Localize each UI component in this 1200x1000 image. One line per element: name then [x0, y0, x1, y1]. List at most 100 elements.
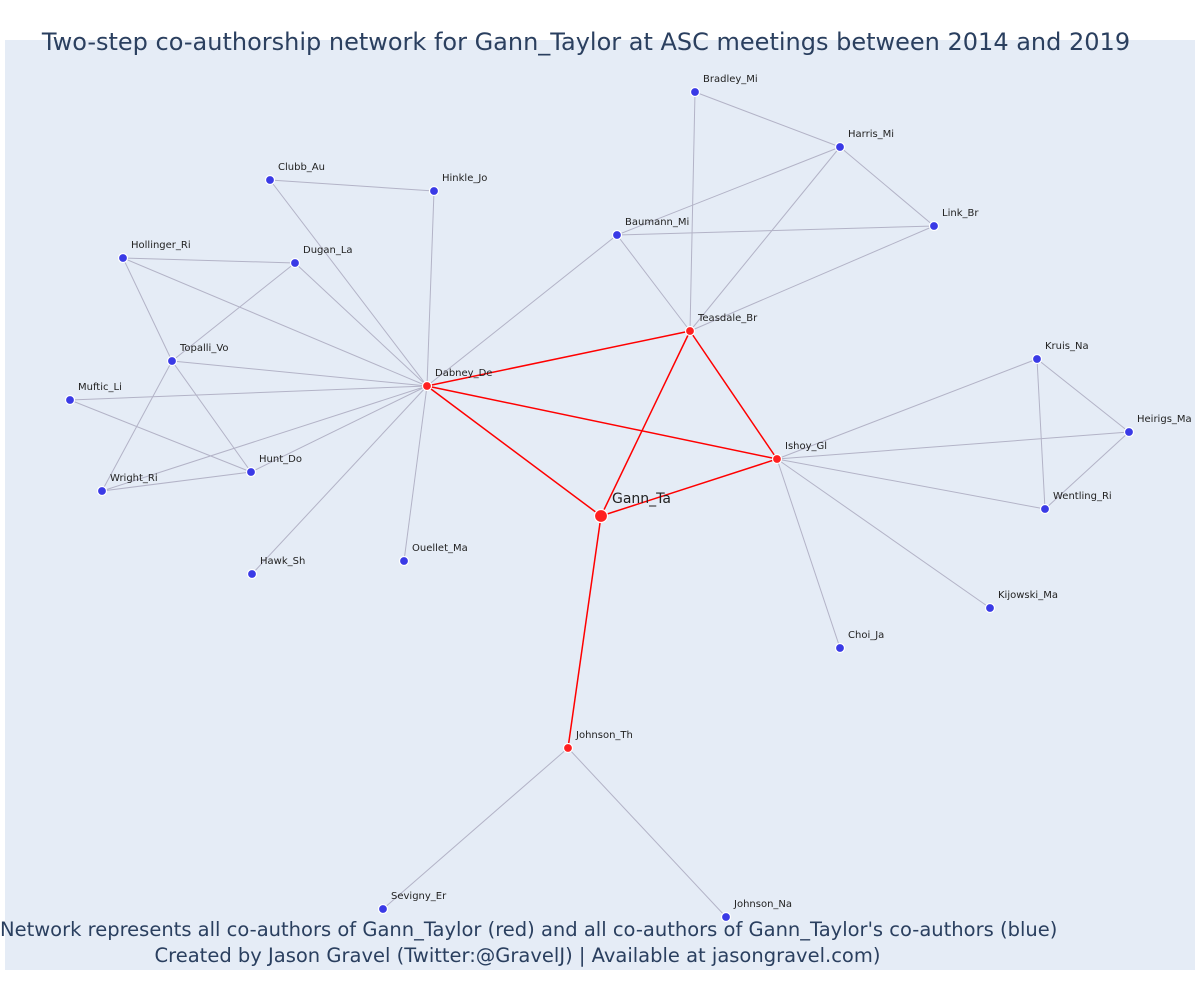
edge-Johnson_Th-Johnson_Na [567, 747, 727, 918]
edge-Hollinger_Ri-Topalli_Vo [122, 257, 173, 362]
node-Wright_Ri[interactable] [96, 485, 108, 497]
edge-Link_Br-Teasdale_Br [689, 225, 935, 332]
edge-Baumann_Mi-Link_Br [616, 225, 935, 236]
edge-Dabney_De-Ishoy_Gl [426, 385, 778, 460]
node-label-Dugan_La: Dugan_La [303, 245, 353, 256]
node-Choi_Ja[interactable] [834, 642, 846, 654]
edge-Baumann_Mi-Teasdale_Br [616, 234, 691, 332]
edge-Kruis_Na-Ishoy_Gl [776, 358, 1038, 460]
node-label-Wentling_Ri: Wentling_Ri [1053, 491, 1112, 502]
node-label-Link_Br: Link_Br [942, 208, 979, 219]
edge-Hollinger_Ri-Dabney_De [122, 257, 428, 387]
node-label-Ishoy_Gl: Ishoy_Gl [785, 441, 827, 452]
node-Ouellet_Ma[interactable] [398, 555, 410, 567]
node-Johnson_Th[interactable] [562, 742, 574, 754]
edge-Heirigs_Ma-Wentling_Ri [1044, 431, 1130, 510]
node-label-Clubb_Au: Clubb_Au [278, 162, 325, 173]
node-label-Dabney_De: Dabney_De [435, 368, 492, 379]
node-label-Gann_Ta: Gann_Ta [612, 491, 671, 507]
node-label-Hinkle_Jo: Hinkle_Jo [442, 173, 487, 184]
node-Muftic_Li[interactable] [64, 394, 76, 406]
node-Dabney_De[interactable] [421, 380, 433, 392]
edge-Wentling_Ri-Ishoy_Gl [776, 458, 1046, 510]
edge-Harris_Mi-Link_Br [839, 146, 935, 227]
node-Kruis_Na[interactable] [1031, 353, 1043, 365]
edge-Dabney_De-Teasdale_Br [426, 330, 691, 387]
edge-Choi_Ja-Ishoy_Gl [776, 458, 841, 649]
caption-description: Network represents all co-authors of Gan… [0, 918, 1058, 941]
node-Kijowski_Ma[interactable] [984, 602, 996, 614]
node-Teasdale_Br[interactable] [684, 325, 696, 337]
edge-Hawk_Sh-Dabney_De [251, 385, 428, 575]
edge-Muftic_Li-Dabney_De [69, 385, 428, 401]
edge-Bradley_Mi-Harris_Mi [694, 91, 841, 148]
edge-Kijowski_Ma-Ishoy_Gl [776, 458, 991, 609]
node-Hinkle_Jo[interactable] [428, 185, 440, 197]
plot-area [5, 40, 1195, 970]
node-label-Sevigny_Er: Sevigny_Er [391, 891, 447, 902]
node-Harris_Mi[interactable] [834, 141, 846, 153]
edge-Gann_Ta-Dabney_De [426, 385, 602, 517]
node-Clubb_Au[interactable] [264, 174, 276, 186]
edge-layer [69, 91, 1130, 918]
node-label-Hollinger_Ri: Hollinger_Ri [131, 240, 191, 251]
edge-Topalli_Vo-Dabney_De [171, 360, 428, 387]
node-Sevigny_Er[interactable] [377, 903, 389, 915]
node-Topalli_Vo[interactable] [166, 355, 178, 367]
node-label-Heirigs_Ma: Heirigs_Ma [1137, 414, 1192, 425]
node-Hunt_Do[interactable] [245, 466, 257, 478]
node-Dugan_La[interactable] [289, 257, 301, 269]
node-label-Wright_Ri: Wright_Ri [110, 473, 158, 484]
node-Link_Br[interactable] [928, 220, 940, 232]
node-Bradley_Mi[interactable] [689, 86, 701, 98]
node-label-Kruis_Na: Kruis_Na [1045, 341, 1089, 352]
node-Hawk_Sh[interactable] [246, 568, 258, 580]
edge-Dugan_La-Topalli_Vo [171, 262, 296, 362]
edge-Clubb_Au-Dabney_De [269, 179, 428, 387]
edge-Kruis_Na-Wentling_Ri [1036, 358, 1046, 510]
edge-Hollinger_Ri-Dugan_La [122, 257, 296, 264]
node-Ishoy_Gl[interactable] [771, 453, 783, 465]
node-Baumann_Mi[interactable] [611, 229, 623, 241]
edge-Gann_Ta-Ishoy_Gl [600, 458, 778, 517]
edge-Teasdale_Br-Ishoy_Gl [689, 330, 778, 460]
edge-Harris_Mi-Baumann_Mi [616, 146, 841, 236]
edge-Hunt_Do-Wright_Ri [101, 471, 252, 492]
edge-Gann_Ta-Teasdale_Br [600, 330, 691, 517]
node-label-Johnson_Th: Johnson_Th [575, 730, 633, 741]
node-label-Muftic_Li: Muftic_Li [78, 382, 122, 393]
node-label-Harris_Mi: Harris_Mi [848, 129, 894, 140]
edge-Ouellet_Ma-Dabney_De [403, 385, 428, 562]
edge-Bradley_Mi-Teasdale_Br [689, 91, 696, 332]
edge-Harris_Mi-Teasdale_Br [689, 146, 841, 332]
node-label-Kijowski_Ma: Kijowski_Ma [998, 590, 1058, 601]
node-Hollinger_Ri[interactable] [117, 252, 129, 264]
edge-Dugan_La-Dabney_De [294, 262, 428, 387]
edge-Clubb_Au-Hinkle_Jo [269, 179, 435, 192]
edge-Hinkle_Jo-Dabney_De [426, 190, 435, 387]
node-Johnson_Na[interactable] [720, 911, 732, 923]
node-Wentling_Ri[interactable] [1039, 503, 1051, 515]
edge-Kruis_Na-Heirigs_Ma [1036, 358, 1130, 433]
node-label-Baumann_Mi: Baumann_Mi [625, 217, 689, 228]
node-label-Hunt_Do: Hunt_Do [259, 454, 302, 465]
edge-Hunt_Do-Dabney_De [250, 385, 428, 473]
edge-Topalli_Vo-Wright_Ri [101, 360, 173, 492]
edge-Heirigs_Ma-Ishoy_Gl [776, 431, 1130, 460]
edge-Johnson_Th-Sevigny_Er [382, 747, 569, 910]
node-label-Bradley_Mi: Bradley_Mi [703, 74, 758, 85]
edge-Baumann_Mi-Dabney_De [426, 234, 618, 387]
node-Heirigs_Ma[interactable] [1123, 426, 1135, 438]
node-label-Ouellet_Ma: Ouellet_Ma [412, 543, 468, 554]
node-label-Choi_Ja: Choi_Ja [848, 630, 884, 641]
chart-title: Two-step co-authorship network for Gann_… [41, 28, 1131, 56]
edge-Topalli_Vo-Hunt_Do [171, 360, 252, 473]
node-Gann_Ta[interactable] [593, 508, 609, 524]
label-layer: Gann_Ta Dabney_De Teasdale_Br Ishoy_Gl Johns… [78, 74, 1192, 910]
node-label-Johnson_Na: Johnson_Na [733, 899, 792, 910]
node-label-Teasdale_Br: Teasdale_Br [697, 313, 758, 324]
caption-credit: Created by Jason Gravel (Twitter:@Gravel… [154, 944, 881, 967]
edge-Gann_Ta-Johnson_Th [567, 515, 602, 749]
